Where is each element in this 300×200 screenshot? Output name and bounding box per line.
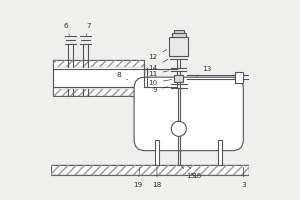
Bar	[53, 89, 144, 96]
Bar	[53, 60, 144, 96]
Text: 15: 15	[181, 166, 195, 179]
Text: 9: 9	[153, 87, 168, 93]
Text: 13: 13	[197, 66, 211, 77]
Text: 16: 16	[188, 166, 201, 179]
Text: 3: 3	[241, 167, 246, 188]
Bar	[236, 72, 243, 83]
Bar	[174, 75, 183, 82]
Text: 7: 7	[86, 23, 91, 35]
Text: 10: 10	[148, 80, 172, 86]
Text: 6: 6	[63, 23, 70, 35]
Bar	[172, 33, 186, 37]
Text: 19: 19	[134, 167, 143, 188]
Bar	[51, 165, 249, 175]
Bar	[169, 37, 188, 56]
Circle shape	[171, 121, 186, 136]
Bar	[174, 30, 184, 33]
Bar	[51, 165, 249, 175]
FancyBboxPatch shape	[134, 77, 243, 151]
Text: 18: 18	[152, 167, 162, 188]
Bar	[155, 140, 159, 165]
Bar	[218, 140, 223, 165]
Bar	[53, 60, 144, 67]
Text: 14: 14	[148, 59, 168, 71]
Text: 12: 12	[148, 50, 167, 60]
Text: 11: 11	[148, 71, 169, 77]
Text: 8: 8	[117, 72, 128, 80]
